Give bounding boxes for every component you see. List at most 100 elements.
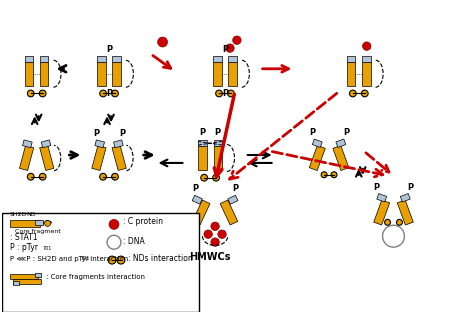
Text: 701: 701 [43, 246, 52, 251]
Circle shape [112, 173, 118, 180]
Text: P ⋘P : SH2D and pTyr: P ⋘P : SH2D and pTyr [10, 256, 89, 262]
Circle shape [228, 90, 234, 97]
Polygon shape [397, 200, 413, 225]
Polygon shape [113, 140, 123, 148]
Polygon shape [41, 140, 51, 148]
Bar [213, 146, 222, 170]
Text: P: P [343, 128, 349, 137]
Circle shape [233, 36, 241, 44]
Bar [40, 56, 49, 62]
Bar [198, 140, 207, 146]
Circle shape [107, 235, 121, 249]
Text: Core fragment: Core fragment [15, 229, 61, 234]
Text: P: P [106, 45, 112, 54]
Bar [362, 62, 371, 85]
Bar [198, 146, 207, 170]
Polygon shape [377, 193, 387, 202]
Text: P: P [407, 183, 413, 192]
Circle shape [39, 173, 46, 180]
Circle shape [204, 230, 212, 239]
Text: P: P [93, 129, 99, 138]
Text: : Core fragments interaction: : Core fragments interaction [45, 274, 144, 280]
Circle shape [201, 174, 207, 181]
Text: : STAT1: : STAT1 [10, 233, 37, 242]
Polygon shape [22, 140, 32, 148]
Text: P: P [119, 129, 125, 138]
Bar [228, 56, 237, 62]
Circle shape [361, 90, 368, 97]
Text: HMWCs: HMWCs [189, 252, 231, 262]
Polygon shape [333, 146, 349, 171]
Text: P: P [232, 184, 238, 193]
Text: : C protein: : C protein [123, 217, 163, 226]
Circle shape [100, 90, 107, 97]
Circle shape [158, 37, 167, 47]
Text: : DNA: : DNA [123, 237, 144, 246]
Bar [213, 56, 222, 62]
Text: interaction: interaction [88, 256, 128, 262]
Bar [13, 279, 40, 284]
Polygon shape [95, 140, 104, 148]
Bar [13, 281, 19, 285]
Bar [347, 62, 356, 85]
Text: : NDs interaction: : NDs interaction [128, 254, 193, 263]
Circle shape [382, 225, 405, 247]
Circle shape [363, 42, 371, 50]
Bar [25, 62, 33, 85]
Polygon shape [112, 146, 126, 171]
Circle shape [112, 90, 118, 97]
Polygon shape [192, 195, 202, 204]
Text: P: P [192, 184, 198, 193]
Circle shape [385, 219, 391, 225]
Bar [10, 274, 38, 279]
Text: P: P [309, 128, 315, 137]
Circle shape [213, 174, 220, 181]
Bar [228, 62, 237, 85]
Text: P: P [106, 90, 112, 99]
Text: ND: ND [27, 213, 36, 218]
Text: P : pTyr: P : pTyr [10, 243, 38, 252]
Bar [112, 56, 121, 62]
Circle shape [226, 44, 234, 52]
Text: P: P [222, 90, 228, 99]
Polygon shape [336, 139, 346, 147]
Bar [97, 56, 106, 62]
Polygon shape [220, 200, 238, 225]
Polygon shape [309, 146, 325, 171]
Text: 701: 701 [80, 256, 90, 261]
Circle shape [27, 173, 34, 180]
Bar [97, 62, 106, 85]
Bar [213, 140, 222, 146]
Circle shape [218, 230, 226, 239]
Text: P: P [374, 183, 380, 192]
Polygon shape [228, 195, 238, 204]
Polygon shape [400, 193, 410, 202]
Text: SH2D: SH2D [10, 213, 27, 218]
Polygon shape [312, 139, 322, 147]
Circle shape [27, 90, 34, 97]
Circle shape [211, 238, 219, 246]
Circle shape [108, 256, 116, 264]
Bar [347, 56, 356, 62]
Circle shape [211, 222, 219, 230]
Text: P: P [215, 128, 221, 137]
Circle shape [45, 220, 50, 226]
Polygon shape [19, 146, 34, 171]
Text: P: P [199, 128, 206, 137]
Circle shape [100, 173, 107, 180]
Bar [112, 62, 121, 85]
Text: P: P [222, 45, 228, 54]
Circle shape [350, 90, 356, 97]
Bar [362, 56, 371, 62]
Circle shape [117, 256, 125, 264]
Bar [213, 62, 222, 85]
Circle shape [331, 172, 337, 178]
Bar [10, 220, 40, 227]
Circle shape [39, 90, 46, 97]
Bar [25, 56, 33, 62]
Polygon shape [40, 146, 54, 171]
Polygon shape [92, 146, 106, 171]
Bar [35, 273, 40, 277]
Polygon shape [374, 200, 390, 225]
Polygon shape [193, 200, 210, 225]
